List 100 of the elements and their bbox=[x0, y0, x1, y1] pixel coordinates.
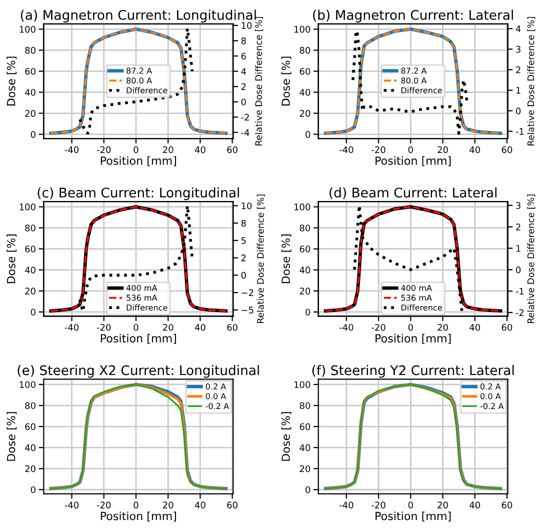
x-tick-label: 0 bbox=[134, 146, 138, 154]
x-tick-label: 60 bbox=[502, 324, 512, 331]
y-tick-label: 100 bbox=[20, 204, 36, 210]
y-tick-label: 60 bbox=[25, 423, 36, 430]
x-tick-label: 40 bbox=[194, 502, 206, 508]
y-tick-label: 0 bbox=[306, 486, 310, 494]
y-axis-title: Dose [%] bbox=[6, 234, 17, 284]
y2-tick-label: 1 bbox=[516, 245, 520, 252]
y-tick-label: 100 bbox=[20, 26, 36, 33]
y2-tick-label: 10 bbox=[242, 202, 252, 210]
chart-title: (c) Beam Current: Longitudinal bbox=[38, 187, 239, 200]
x-tick-label: -40 bbox=[340, 324, 354, 331]
x-tick-label: 20 bbox=[438, 502, 448, 508]
legend-label: -0.2 A bbox=[206, 403, 230, 410]
legend-label: 0.0 A bbox=[206, 393, 226, 400]
y-axis-title: Dose [%] bbox=[6, 56, 17, 106]
y-tick-label: 20 bbox=[300, 110, 310, 117]
y2-tick-label: 8 bbox=[241, 220, 246, 227]
y-tick-label: 20 bbox=[25, 288, 36, 294]
y2-tick-label: 6 bbox=[241, 52, 246, 60]
y-tick-label: 40 bbox=[300, 444, 310, 452]
y-tick-label: 40 bbox=[300, 88, 310, 96]
x-tick-label: -20 bbox=[372, 324, 386, 331]
y2-axis-title: Relative Dose Difference [%] bbox=[527, 16, 536, 146]
y2-tick-label: 4 bbox=[241, 68, 246, 75]
legend-label: 80.0 A bbox=[126, 77, 152, 84]
x-tick-label: 60 bbox=[227, 324, 238, 331]
x-tick-label: 40 bbox=[194, 324, 206, 331]
y-axis-title: Dose [%] bbox=[281, 234, 292, 284]
x-tick-label: -40 bbox=[64, 502, 79, 508]
y2-tick-label: -1 bbox=[516, 288, 524, 295]
x-tick-label: 0 bbox=[134, 502, 138, 508]
x-tick-label: -40 bbox=[340, 502, 354, 508]
y-tick-label: 80 bbox=[300, 224, 310, 232]
y-tick-label: 0 bbox=[30, 131, 36, 138]
y2-tick-label: -4 bbox=[241, 129, 250, 136]
chart-title: (b) Magnetron Current: Lateral bbox=[313, 10, 513, 22]
y-tick-label: 40 bbox=[24, 88, 36, 96]
x-tick-label: 20 bbox=[163, 502, 174, 508]
x-tick-label: 0 bbox=[408, 146, 413, 154]
x-tick-label: -20 bbox=[96, 324, 111, 331]
y2-tick-label: 4 bbox=[516, 25, 521, 32]
y-tick-label: 0 bbox=[306, 308, 310, 316]
y-tick-label: 40 bbox=[24, 444, 36, 452]
y-tick-label: 60 bbox=[25, 246, 36, 252]
x-tick-label: 0 bbox=[134, 324, 138, 331]
x-tick-label: 60 bbox=[227, 146, 238, 154]
x-tick-label: 20 bbox=[438, 324, 448, 331]
y2-axis-title: Relative Dose Difference [%] bbox=[527, 194, 536, 323]
x-tick-label: 0 bbox=[408, 324, 413, 331]
y-tick-label: 0 bbox=[30, 486, 36, 494]
y2-tick-label: −2 bbox=[242, 289, 254, 296]
y-tick-label: 40 bbox=[24, 266, 36, 274]
legend-label: 87.2 A bbox=[126, 68, 152, 74]
x-tick-label: 40 bbox=[470, 502, 480, 508]
legend-label: 0.0 A bbox=[480, 393, 501, 400]
chart-title: (f) Steering Y2 Current: Lateral bbox=[312, 365, 514, 378]
legend-label: -0.2 A bbox=[480, 403, 504, 410]
legend-label: Difference bbox=[401, 304, 442, 311]
legend-label: 400 mA bbox=[401, 284, 432, 291]
y-tick-label: 20 bbox=[300, 465, 310, 472]
legend-label: 80.0 A bbox=[401, 77, 427, 84]
x-axis-title: Position [mm] bbox=[100, 334, 176, 344]
y2-tick-label: 0 bbox=[516, 266, 521, 274]
y2-tick-label: 3 bbox=[516, 202, 520, 209]
y-tick-label: 80 bbox=[300, 46, 310, 54]
legend-label: 400 mA bbox=[126, 284, 158, 291]
x-tick-label: -20 bbox=[372, 502, 386, 508]
y-tick-label: 80 bbox=[300, 402, 310, 410]
y-tick-label: 100 bbox=[294, 26, 310, 33]
y-tick-label: 80 bbox=[25, 224, 36, 232]
y2-axis-title: Relative Dose Difference [%] bbox=[255, 16, 264, 146]
y-tick-label: 60 bbox=[300, 68, 310, 75]
x-axis-title: Position [mm] bbox=[376, 334, 451, 344]
x-tick-label: 40 bbox=[470, 146, 480, 154]
y-tick-label: 0 bbox=[306, 131, 310, 138]
x-tick-label: 60 bbox=[502, 146, 512, 154]
x-tick-label: 60 bbox=[227, 502, 238, 508]
x-axis-title: Position [mm] bbox=[100, 156, 176, 166]
y-tick-label: 20 bbox=[25, 465, 36, 472]
x-tick-label: -20 bbox=[372, 146, 386, 154]
y-axis-title: Dose [%] bbox=[281, 56, 292, 106]
y2-tick-label: 2 bbox=[241, 254, 246, 262]
y-tick-label: 80 bbox=[25, 46, 36, 54]
y2-tick-label: 0 bbox=[241, 272, 246, 279]
x-axis-title: Position [mm] bbox=[376, 512, 451, 522]
x-tick-label: -20 bbox=[96, 502, 111, 508]
legend-label: Difference bbox=[126, 87, 168, 94]
y2-tick-label: 0 bbox=[516, 108, 521, 114]
y2-axis-title: Relative Dose Difference [%] bbox=[256, 194, 265, 323]
legend-label: 87.2 A bbox=[401, 68, 427, 74]
chart-title: (a) Magnetron Current: Longitudinal bbox=[20, 10, 256, 22]
y-tick-label: 20 bbox=[300, 288, 310, 294]
legend-label: 0.2 A bbox=[206, 383, 226, 390]
y-tick-label: 100 bbox=[20, 381, 36, 388]
chart-title: (e) Steering X2 Current: Longitudinal bbox=[18, 365, 259, 378]
x-tick-label: 0 bbox=[408, 502, 413, 508]
x-tick-label: 40 bbox=[194, 146, 206, 154]
y2-tick-label: 1 bbox=[516, 87, 520, 94]
legend-label: Difference bbox=[401, 87, 442, 94]
